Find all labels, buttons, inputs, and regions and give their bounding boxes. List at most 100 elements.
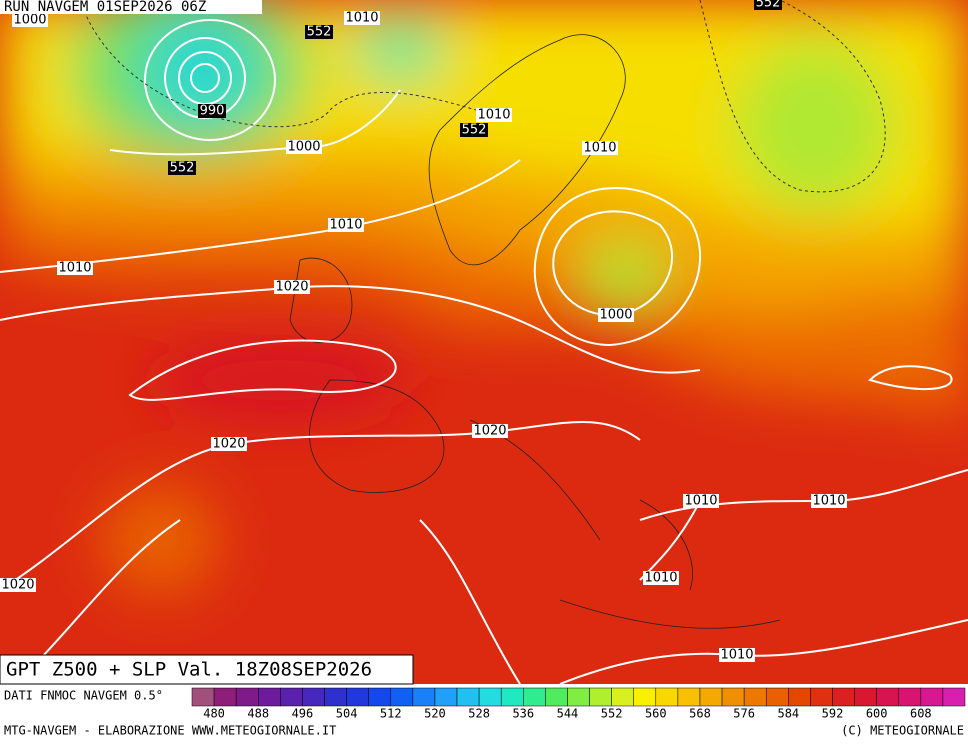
colorbar-swatch — [478, 687, 502, 707]
colorbar-swatch — [677, 687, 701, 707]
colorbar-tick-label: 584 — [777, 707, 799, 721]
colorbar-tick-label: 576 — [733, 707, 755, 721]
colorbar-tick-label: 568 — [689, 707, 711, 721]
colorbar-swatch — [854, 687, 877, 707]
colorbar-swatch — [743, 687, 767, 707]
colorbar-tick-label: 528 — [468, 707, 490, 721]
colorbar-tick-label: 488 — [247, 707, 269, 721]
contour-label: 1020 — [473, 424, 506, 439]
colorbar-swatch — [699, 687, 723, 707]
contour-label: 552 — [307, 25, 332, 40]
colorbar-tick-label: 504 — [336, 707, 358, 721]
colorbar-swatch — [280, 687, 303, 707]
colorbar-swatch — [876, 687, 899, 707]
title-box — [0, 654, 414, 685]
colorbar-swatch — [213, 687, 237, 707]
colorbar-tick-label: 608 — [910, 707, 932, 721]
contour-label: 1000 — [13, 13, 46, 28]
colorbar-tick-label: 512 — [380, 707, 402, 721]
colorbar-swatch — [589, 687, 612, 707]
contour-label: 1010 — [720, 648, 753, 663]
contour-label: 1000 — [287, 140, 320, 155]
contour-label: 1010 — [58, 261, 91, 276]
contour-label-bg — [211, 437, 247, 451]
contour-label-bg — [344, 11, 380, 25]
colorbar-tick-label: 560 — [645, 707, 667, 721]
colorbar-swatch — [633, 687, 657, 707]
colorbar-swatch — [390, 687, 414, 707]
contour-label-bg — [582, 141, 618, 155]
contour-label-bg — [168, 161, 196, 175]
contour-label-bg — [476, 108, 512, 122]
contour-label-bg — [598, 308, 634, 322]
contour-label: 1000 — [599, 308, 632, 323]
contour-label-bg — [460, 123, 488, 137]
contour-label: 990 — [200, 104, 225, 119]
colorbar-tick-label: 552 — [601, 707, 623, 721]
colorbar-swatch — [942, 687, 966, 707]
colorbar-swatch — [368, 687, 392, 707]
copyright: (C) METEOGIORNALE — [841, 724, 964, 738]
contour-label: 1010 — [477, 108, 510, 123]
contour-label: 1010 — [583, 141, 616, 156]
colorbar-swatch — [346, 687, 369, 707]
colorbar-swatch — [235, 687, 259, 707]
colorbar-swatch — [258, 687, 281, 707]
colorbar-tick-label: 520 — [424, 707, 446, 721]
contour-label: 552 — [462, 123, 487, 138]
contour-label: 552 — [756, 0, 781, 11]
run-label-box — [0, 0, 262, 14]
colorbar-swatch — [920, 687, 944, 707]
contour-label: 1020 — [212, 437, 245, 452]
colorbar-swatch — [810, 687, 833, 707]
colorbar-swatch — [765, 687, 789, 707]
colorbar-tick-label: 592 — [822, 707, 844, 721]
colorbar-swatch — [434, 687, 458, 707]
contour-label-bg — [328, 218, 364, 232]
colorbar-swatch — [545, 687, 568, 707]
contour-label-bg — [683, 494, 719, 508]
colorbar-swatch — [456, 687, 480, 707]
contour-label-bg — [57, 261, 93, 275]
colorbar-tick-label: 480 — [203, 707, 225, 721]
contour-label-bg — [0, 578, 36, 592]
map-field — [0, 0, 968, 684]
contour-label-bg — [472, 424, 508, 438]
data-source: DATI FNMOC NAVGEM 0.5° — [4, 689, 163, 703]
colorbar-swatch — [523, 687, 546, 707]
run-label: RUN NAVGEM 01SEP2026 06Z — [4, 0, 206, 15]
contour-label: 552 — [170, 161, 195, 176]
contour-label: 1010 — [812, 494, 845, 509]
contour-label-bg — [643, 571, 679, 585]
contour-label: 1010 — [329, 218, 362, 233]
contour-label: 1020 — [275, 280, 308, 295]
map-title: GPT Z500 + SLP Val. 18Z08SEP2026 — [6, 659, 372, 681]
contour-label: 1010 — [684, 494, 717, 509]
colorbar-tick-label: 496 — [292, 707, 314, 721]
contour-label-bg — [754, 0, 782, 10]
colorbar-swatch — [567, 687, 590, 707]
contour-label-bg — [719, 648, 755, 662]
contour-label: 1010 — [345, 11, 378, 26]
colorbar-swatch — [191, 687, 215, 707]
credit: MTG-NAVGEM - ELABORAZIONE WWW.METEOGIORN… — [4, 724, 336, 738]
colorbar-swatch — [898, 687, 922, 707]
colorbar-swatch — [500, 687, 524, 707]
contour-label-bg — [811, 494, 847, 508]
colorbar-swatch — [302, 687, 325, 707]
contour-label-bg — [198, 104, 226, 118]
colorbar-swatch — [721, 687, 745, 707]
colorbar-swatch — [611, 687, 634, 707]
contour-label-bg — [286, 140, 322, 154]
colorbar-swatch — [412, 687, 436, 707]
contour-label: 1020 — [1, 578, 34, 593]
colorbar-swatch — [788, 687, 811, 707]
contour-label-bg — [274, 280, 310, 294]
contour-label-bg — [12, 13, 48, 27]
contour-label: 1010 — [644, 571, 677, 586]
colorbar-swatch — [324, 687, 347, 707]
contour-label-bg — [305, 25, 333, 39]
colorbar-tick-label: 536 — [512, 707, 534, 721]
colorbar-tick-label: 600 — [866, 707, 888, 721]
